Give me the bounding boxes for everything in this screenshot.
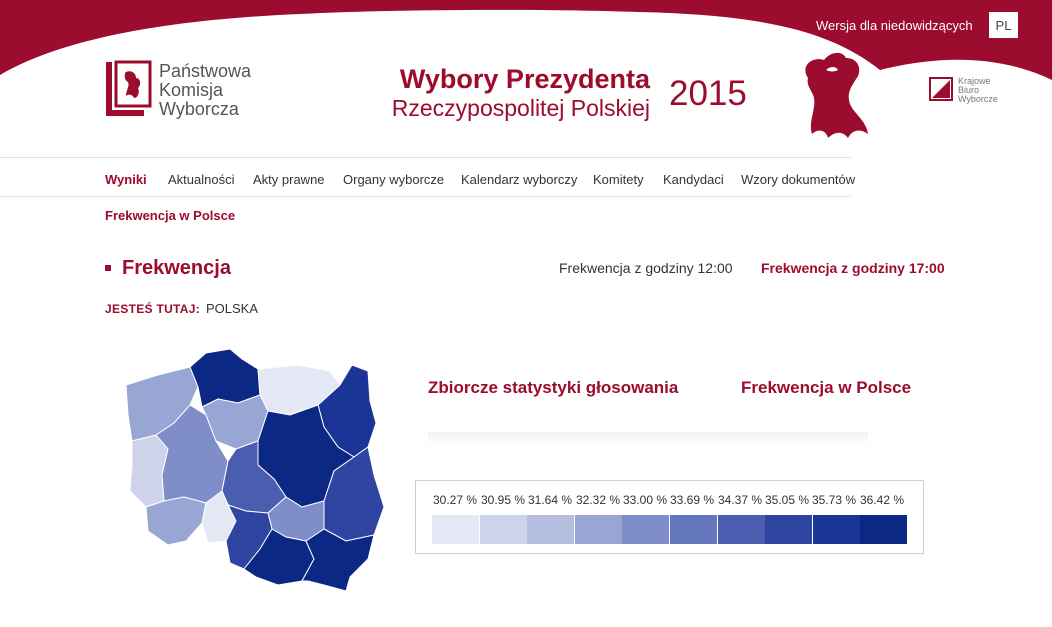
legend-label: 33.69 %	[670, 493, 715, 507]
legend-label: 34.37 %	[718, 493, 763, 507]
election-year: 2015	[669, 74, 747, 113]
stats-table-placeholder	[428, 432, 868, 446]
legend-label: 30.95 %	[481, 493, 526, 507]
you-are-here-value[interactable]: POLSKA	[206, 301, 259, 316]
legend-label: 31.64 %	[528, 493, 573, 507]
legend-label: 30.27 %	[433, 493, 478, 507]
language-switch-button[interactable]: PL	[989, 12, 1018, 38]
turnout-section-title: Frekwencja w Polsce	[741, 378, 912, 397]
nav-item-akty-prawne[interactable]: Akty prawne	[253, 172, 325, 187]
nav-item-kalendarz-wyborczy[interactable]: Kalendarz wyborczy	[461, 172, 578, 187]
legend-label: 36.42 %	[860, 493, 905, 507]
map-region-dolnoslaskie[interactable]	[145, 496, 207, 546]
map-region-podkarpackie[interactable]	[301, 528, 375, 592]
legend-label: 35.05 %	[765, 493, 810, 507]
legend-swatch	[622, 515, 670, 544]
legend-swatch	[479, 515, 527, 544]
logo-line: Wyborcza	[159, 99, 239, 119]
nav-item-wzory-dokumentow[interactable]: Wzory dokumentów	[741, 172, 856, 187]
main-navigation: Wyniki Aktualności Akty prawne Organy wy…	[0, 157, 855, 197]
legend-swatch	[527, 515, 575, 544]
site-title-main: Wybory Prezydenta	[399, 64, 650, 94]
pkw-logo-text[interactable]: Państwowa Komisja Wyborcza	[159, 62, 251, 119]
nav-item-komitety[interactable]: Komitety	[593, 172, 644, 187]
kbw-line: Krajowe	[958, 76, 991, 86]
logo-line: Komisja	[159, 80, 224, 100]
pkw-logo-icon[interactable]	[104, 60, 152, 122]
stats-section-title: Zbiorcze statystyki głosowania	[428, 378, 679, 397]
legend-label: 32.32 %	[576, 493, 621, 507]
heading-bullet-icon	[105, 265, 111, 271]
legend-label: 33.00 %	[623, 493, 668, 507]
nav-item-organy-wyborcze[interactable]: Organy wyborcze	[343, 172, 445, 187]
nav-item-wyniki[interactable]: Wyniki	[105, 172, 147, 187]
legend-swatch	[812, 515, 860, 544]
eagle-emblem	[805, 52, 868, 138]
you-are-here-label: JESTEŚ TUTAJ:	[105, 302, 201, 316]
turnout-1200-link[interactable]: Frekwencja z godziny 12:00	[559, 260, 733, 276]
breadcrumb[interactable]: Frekwencja w Polsce	[105, 208, 236, 223]
legend-swatch	[574, 515, 622, 544]
legend-swatch	[670, 515, 717, 544]
nav-item-kandydaci[interactable]: Kandydaci	[663, 172, 724, 187]
legend-label: 35.73 %	[812, 493, 857, 507]
accessibility-link[interactable]: Wersja dla niedowidzących	[816, 18, 973, 33]
kbw-line: Biuro	[958, 85, 980, 95]
legend-swatch	[860, 515, 908, 544]
map-region-lubuskie[interactable]	[129, 434, 169, 508]
kbw-logo-icon	[929, 77, 953, 101]
legend-swatch	[765, 515, 813, 544]
page-title: Frekwencja	[122, 257, 231, 279]
kbw-line: Wyborcze	[958, 94, 998, 104]
legend-swatch	[432, 515, 479, 544]
kbw-logo-text: Krajowe Biuro Wyborcze	[958, 77, 998, 104]
legend-swatch	[717, 515, 765, 544]
logo-line: Państwowa	[159, 61, 252, 81]
poland-turnout-map	[125, 348, 385, 592]
site-title-sub: Rzeczypospolitej Polskiej	[391, 95, 650, 121]
site-title: Wybory Prezydenta Rzeczypospolitej Polsk…	[330, 64, 650, 122]
turnout-legend: 30.27 % 30.95 % 31.64 % 32.32 % 33.00 % …	[415, 480, 924, 554]
header-wave-background	[0, 0, 1052, 138]
turnout-1700-link[interactable]: Frekwencja z godziny 17:00	[761, 260, 945, 276]
kbw-logo[interactable]: Krajowe Biuro Wyborcze	[929, 77, 1009, 107]
nav-item-aktualnosci[interactable]: Aktualności	[168, 172, 235, 187]
